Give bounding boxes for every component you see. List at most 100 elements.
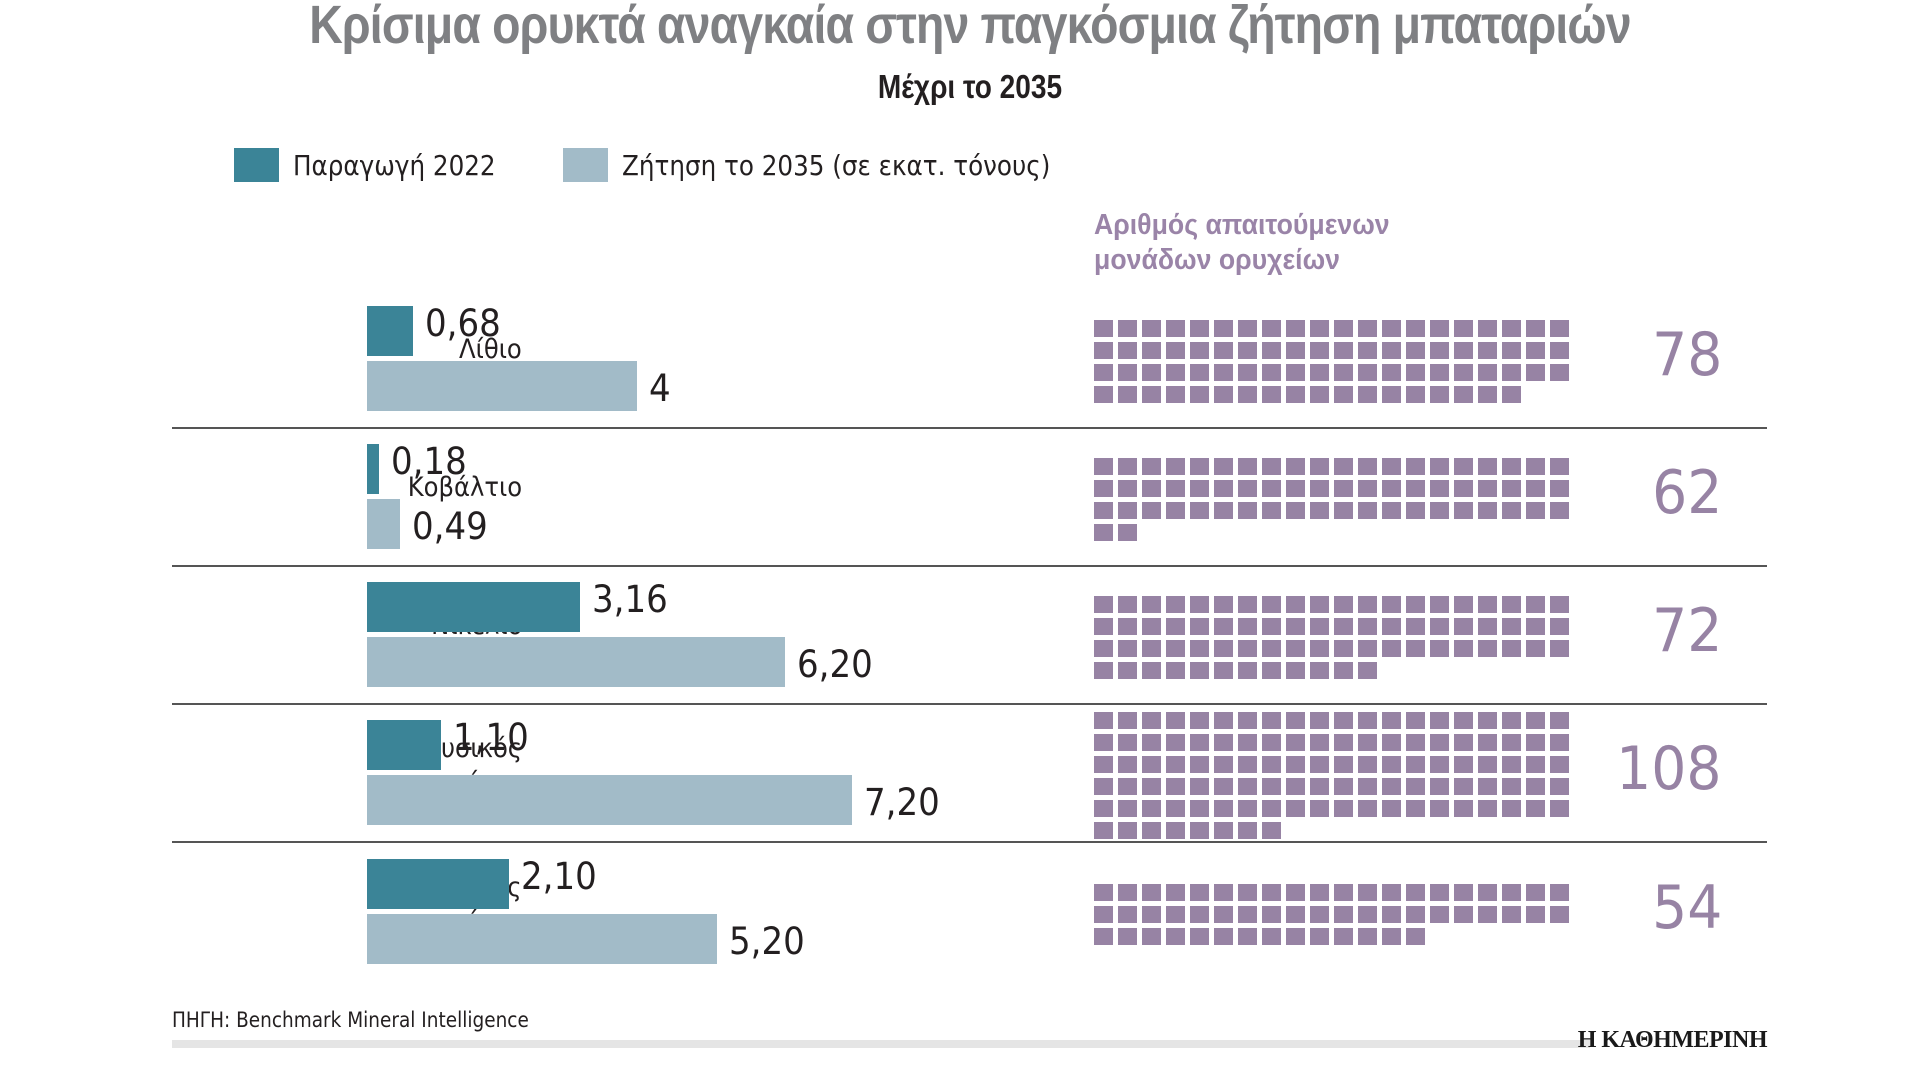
value-label-demand: 5,20 — [729, 920, 806, 963]
mine-unit-icon — [1454, 480, 1473, 497]
mine-unit-icon — [1118, 906, 1137, 923]
mine-unit-icon — [1478, 502, 1497, 519]
mine-unit-icon — [1550, 364, 1569, 381]
mine-unit-icon — [1382, 596, 1401, 613]
mine-unit-icon — [1166, 734, 1185, 751]
mine-unit-icon — [1214, 386, 1233, 403]
mine-unit-icon — [1190, 800, 1209, 817]
mine-unit-icon — [1526, 618, 1545, 635]
mine-unit-icon — [1310, 502, 1329, 519]
mine-unit-icon — [1406, 906, 1425, 923]
mine-unit-icon — [1190, 458, 1209, 475]
mine-unit-icon — [1214, 618, 1233, 635]
mine-unit-icon — [1286, 502, 1305, 519]
mines-count: 62 — [1651, 458, 1722, 528]
row-divider — [172, 427, 1767, 429]
mine-unit-icon — [1526, 756, 1545, 773]
mine-unit-icon — [1382, 928, 1401, 945]
mine-unit-icon — [1142, 342, 1161, 359]
mines-header-line2: μονάδων ορυχείων — [1094, 244, 1340, 276]
mine-unit-icon — [1238, 640, 1257, 657]
bar-production-2022 — [367, 859, 509, 909]
mine-unit-icon — [1310, 734, 1329, 751]
mine-unit-icon — [1406, 734, 1425, 751]
mine-unit-icon — [1190, 884, 1209, 901]
mine-unit-icon — [1382, 906, 1401, 923]
mine-unit-icon — [1406, 800, 1425, 817]
mines-count: 72 — [1651, 596, 1722, 666]
mine-unit-icon — [1334, 502, 1353, 519]
bar-demand-2035 — [367, 361, 637, 411]
mine-unit-icon — [1094, 342, 1113, 359]
mine-unit-icon — [1502, 778, 1521, 795]
value-label-production: 0,68 — [424, 302, 501, 345]
mine-unit-icon — [1142, 640, 1161, 657]
mine-unit-icon — [1262, 320, 1281, 337]
mine-unit-icon — [1334, 342, 1353, 359]
mine-unit-icon — [1478, 778, 1497, 795]
footer-rule — [172, 1040, 1590, 1048]
mine-unit-icon — [1262, 712, 1281, 729]
bar-demand-2035 — [367, 499, 401, 549]
mine-unit-icon — [1286, 320, 1305, 337]
mine-unit-icon — [1166, 502, 1185, 519]
mine-unit-icon — [1550, 618, 1569, 635]
mine-unit-icon — [1262, 502, 1281, 519]
mine-unit-icon — [1118, 524, 1137, 541]
mine-unit-icon — [1310, 364, 1329, 381]
bar-production-2022 — [367, 444, 380, 494]
mine-unit-icon — [1094, 734, 1113, 751]
mine-unit-icon — [1142, 928, 1161, 945]
mine-unit-icon — [1358, 640, 1377, 657]
value-label-production: 3,16 — [591, 578, 668, 621]
mine-unit-icon — [1550, 756, 1569, 773]
mine-unit-icon — [1550, 884, 1569, 901]
mine-unit-icon — [1262, 480, 1281, 497]
mine-unit-icon — [1358, 712, 1377, 729]
mine-unit-icon — [1334, 618, 1353, 635]
mine-unit-icon — [1262, 458, 1281, 475]
mine-unit-icon — [1166, 756, 1185, 773]
mine-unit-icon — [1502, 906, 1521, 923]
mines-count: 78 — [1651, 320, 1722, 390]
mine-unit-icon — [1382, 778, 1401, 795]
mine-unit-icon — [1238, 596, 1257, 613]
category-label-line: Κοβάλτιο — [407, 472, 522, 503]
mine-unit-icon — [1334, 386, 1353, 403]
mine-unit-icon — [1262, 822, 1281, 839]
mine-unit-icon — [1094, 618, 1113, 635]
mine-unit-icon — [1310, 756, 1329, 773]
mine-unit-icon — [1406, 596, 1425, 613]
mine-unit-icon — [1094, 928, 1113, 945]
mine-unit-icon — [1382, 640, 1401, 657]
mine-unit-icon — [1382, 800, 1401, 817]
mine-unit-icon — [1214, 640, 1233, 657]
mine-unit-icon — [1502, 756, 1521, 773]
mine-unit-icon — [1478, 342, 1497, 359]
bar-production-2022 — [367, 720, 442, 770]
mine-unit-icon — [1190, 928, 1209, 945]
mine-unit-icon — [1358, 480, 1377, 497]
mine-icons-grid — [1094, 320, 1569, 403]
mine-unit-icon — [1430, 320, 1449, 337]
mine-unit-icon — [1286, 386, 1305, 403]
mine-unit-icon — [1094, 320, 1113, 337]
mine-unit-icon — [1286, 480, 1305, 497]
mine-unit-icon — [1502, 640, 1521, 657]
mine-unit-icon — [1118, 342, 1137, 359]
mine-unit-icon — [1118, 756, 1137, 773]
mine-unit-icon — [1454, 364, 1473, 381]
mine-unit-icon — [1454, 458, 1473, 475]
mine-unit-icon — [1238, 480, 1257, 497]
mine-unit-icon — [1334, 778, 1353, 795]
mine-unit-icon — [1262, 756, 1281, 773]
mine-unit-icon — [1118, 928, 1137, 945]
mine-unit-icon — [1118, 822, 1137, 839]
legend-item-demand: Ζήτηση το 2035 (σε εκατ. τόνους) — [563, 148, 1109, 182]
mine-unit-icon — [1430, 640, 1449, 657]
mine-unit-icon — [1310, 800, 1329, 817]
mine-unit-icon — [1406, 756, 1425, 773]
mine-unit-icon — [1094, 662, 1113, 679]
mine-unit-icon — [1334, 800, 1353, 817]
